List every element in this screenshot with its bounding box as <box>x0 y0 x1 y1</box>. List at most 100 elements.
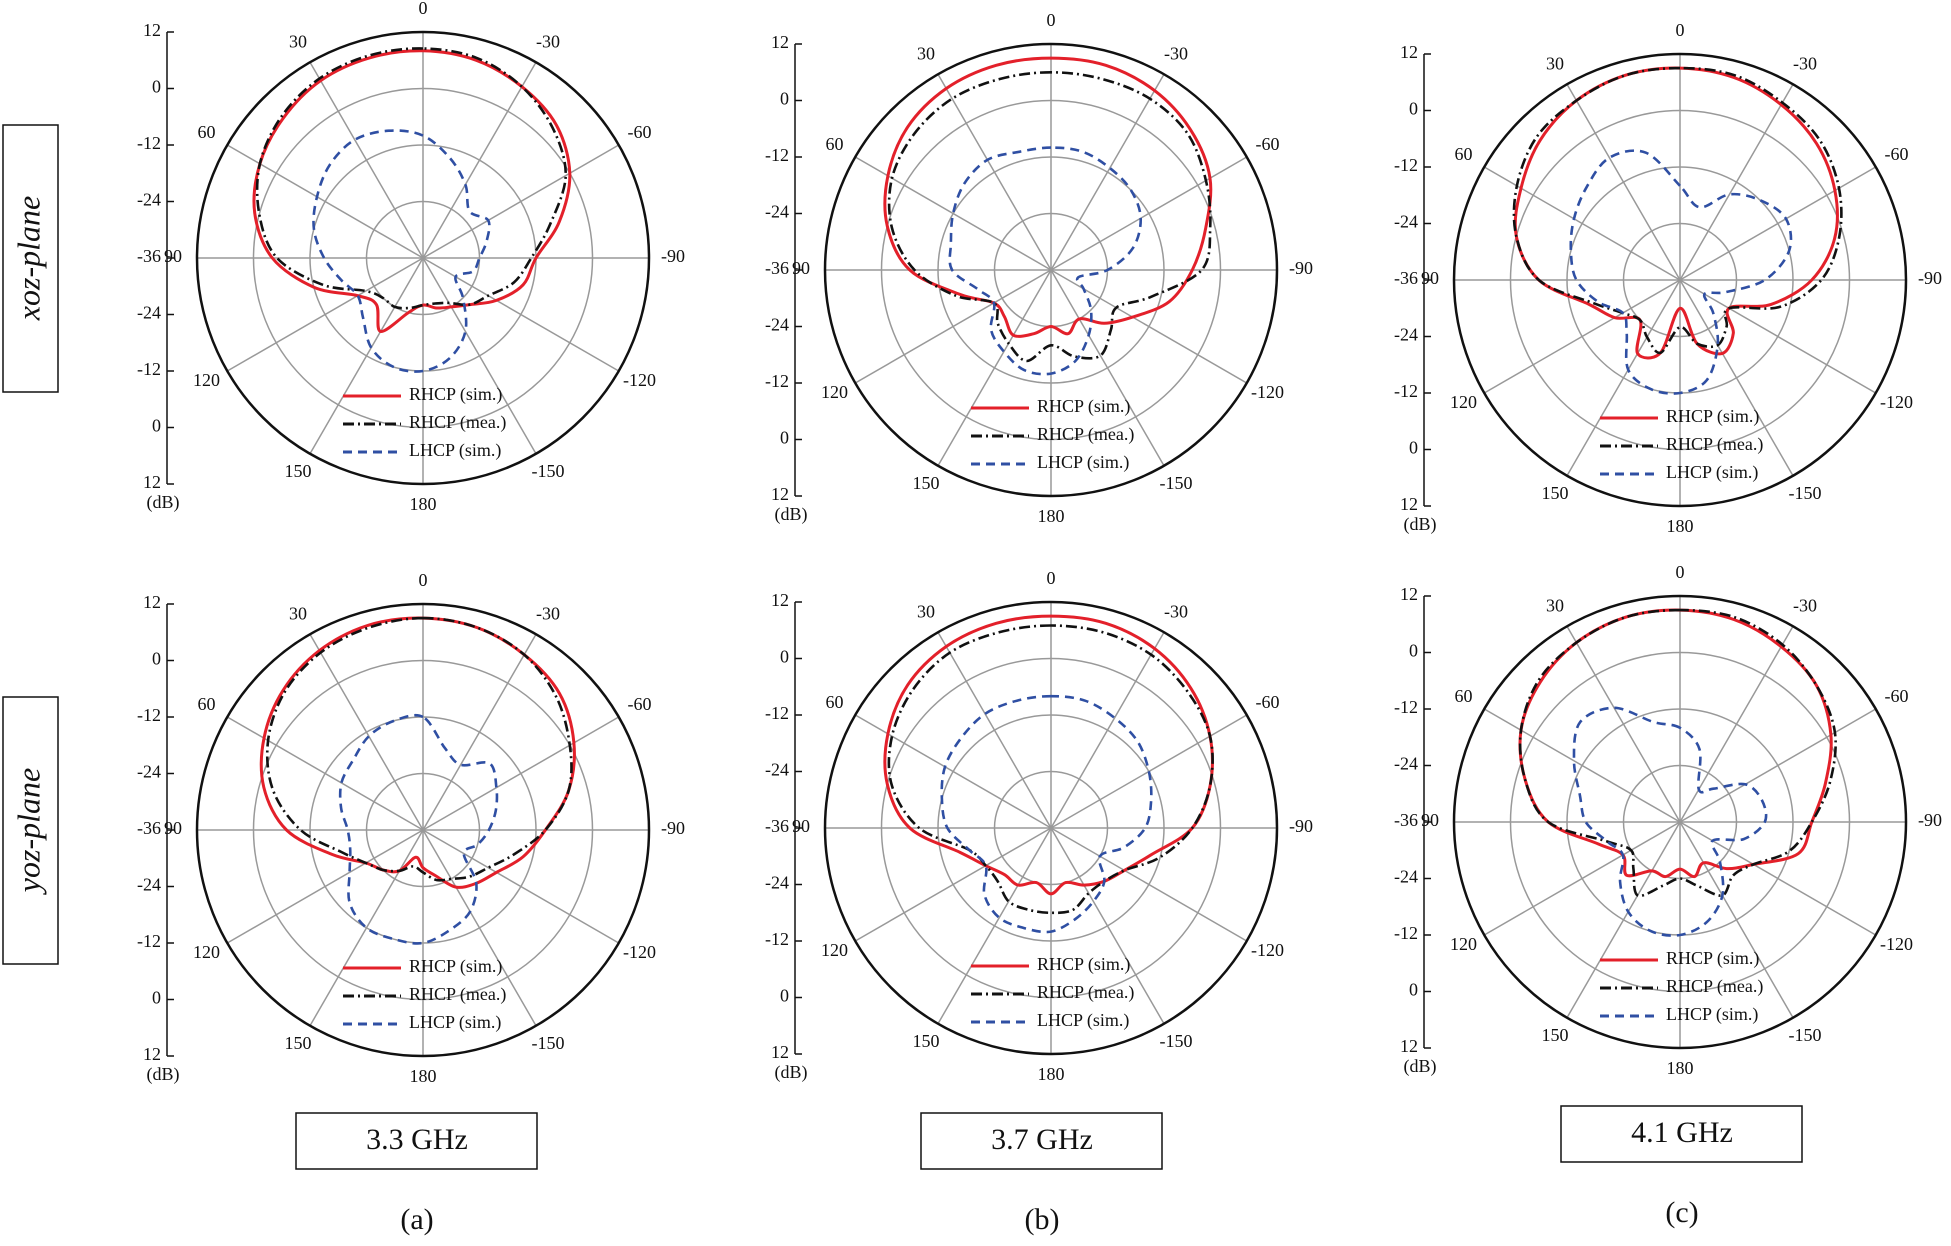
legend-label: RHCP (mea.) <box>1037 424 1134 445</box>
ring <box>195 30 651 486</box>
pattern-line <box>312 129 491 373</box>
r-tick-label: -24 <box>1394 754 1418 774</box>
angle-label: 180 <box>1038 1064 1065 1084</box>
angle-label: -60 <box>628 694 652 714</box>
r-tick-label: 12 <box>143 592 161 612</box>
r-tick-label: 12 <box>1400 42 1418 62</box>
angle-label: 30 <box>289 603 307 623</box>
pattern-line <box>255 47 568 310</box>
r-tick-label: -24 <box>1394 867 1418 887</box>
angle-label: 60 <box>1454 686 1472 706</box>
angle-label: -60 <box>1256 692 1280 712</box>
ring <box>880 657 1222 999</box>
row-label: yoz-plane <box>10 768 46 895</box>
ring <box>1622 222 1738 338</box>
angle-label: -30 <box>536 603 560 623</box>
column-label-box <box>295 1112 538 1170</box>
r-tick-label: -36 <box>137 246 161 266</box>
r-tick-label: -12 <box>765 929 789 949</box>
angle-label: 0 <box>1047 568 1056 588</box>
angle-label: -150 <box>1789 483 1822 503</box>
r-tick-label: 0 <box>780 647 789 667</box>
legend-label: RHCP (sim.) <box>1037 954 1130 975</box>
angle-label: -120 <box>1251 382 1284 402</box>
r-tick-label: -12 <box>1394 381 1418 401</box>
r-tick-label: -12 <box>1394 697 1418 717</box>
pattern-line <box>1512 66 1843 355</box>
angle-label: -90 <box>661 246 685 266</box>
ring <box>365 772 481 888</box>
r-tick-label: -12 <box>137 931 161 951</box>
angle-label: -90 <box>1918 810 1942 830</box>
ring <box>1622 764 1738 880</box>
row-label-box <box>2 124 59 393</box>
angle-label: -120 <box>623 370 656 390</box>
r-tick-label: 12 <box>771 32 789 52</box>
legend-label: RHCP (mea.) <box>1666 434 1763 455</box>
r-tick-label: 0 <box>780 89 789 109</box>
angle-label: 0 <box>419 570 428 590</box>
pattern-line <box>265 616 573 882</box>
angle-label: 180 <box>1667 516 1694 536</box>
ring <box>252 87 594 429</box>
legend-label: LHCP (sim.) <box>1037 452 1129 473</box>
r-tick-label: 12 <box>771 484 789 504</box>
r-tick-label: -12 <box>765 371 789 391</box>
angle-label: 0 <box>1676 562 1685 582</box>
ring <box>937 714 1165 942</box>
legend-label: RHCP (mea.) <box>1666 976 1763 997</box>
pattern-line <box>1513 66 1839 360</box>
angle-label: 30 <box>289 31 307 51</box>
r-tick-label: -24 <box>137 762 161 782</box>
angle-label: 30 <box>1546 595 1564 615</box>
unit-label: (dB) <box>147 492 180 513</box>
angle-label: -60 <box>628 122 652 142</box>
legend-label: RHCP (sim.) <box>409 384 502 405</box>
angle-label: 60 <box>197 694 215 714</box>
ring <box>365 200 481 316</box>
r-tick-label: -24 <box>765 315 789 335</box>
ring <box>252 659 594 1001</box>
ring <box>1452 52 1908 508</box>
pattern-line <box>259 616 576 889</box>
ring <box>993 770 1109 886</box>
angle-label: 120 <box>1450 934 1477 954</box>
unit-label: (dB) <box>147 1064 180 1085</box>
angle-label: 120 <box>193 370 220 390</box>
panel-label: (b) <box>1025 1203 1060 1236</box>
row-label-box <box>2 696 59 965</box>
pattern-line <box>1569 149 1793 395</box>
angle-label: -30 <box>536 31 560 51</box>
angle-label: -120 <box>1880 934 1913 954</box>
angle-label: 150 <box>913 1031 940 1051</box>
column-label: 4.1 GHz <box>1631 1116 1733 1149</box>
angle-label: -150 <box>1160 1031 1193 1051</box>
angle-label: 90 <box>164 246 182 266</box>
r-tick-label: -12 <box>137 133 161 153</box>
r-tick-label: -12 <box>765 703 789 723</box>
angle-label: 120 <box>821 382 848 402</box>
angle-label: 150 <box>285 461 312 481</box>
angle-label: 30 <box>917 43 935 63</box>
angle-label: 30 <box>1546 53 1564 73</box>
r-tick-label: -24 <box>765 202 789 222</box>
r-tick-label: 0 <box>1409 99 1418 119</box>
ring <box>195 602 651 1058</box>
ring <box>1509 651 1851 993</box>
r-tick-label: 0 <box>152 649 161 669</box>
angle-label: -30 <box>1164 43 1188 63</box>
angle-label: 120 <box>193 942 220 962</box>
angle-label: -120 <box>1251 940 1284 960</box>
angle-label: 60 <box>825 134 843 154</box>
r-tick-label: -24 <box>137 190 161 210</box>
angle-label: -90 <box>1918 268 1942 288</box>
panel-label: (c) <box>1665 1196 1698 1229</box>
r-tick-label: -36 <box>137 818 161 838</box>
row-label: xoz-plane <box>10 196 46 321</box>
r-tick-label: -24 <box>765 873 789 893</box>
r-tick-label: 12 <box>1400 584 1418 604</box>
legend-label: LHCP (sim.) <box>1666 462 1758 483</box>
unit-label: (dB) <box>1404 1056 1437 1077</box>
legend-label: LHCP (sim.) <box>1666 1004 1758 1025</box>
angle-label: -60 <box>1885 144 1909 164</box>
